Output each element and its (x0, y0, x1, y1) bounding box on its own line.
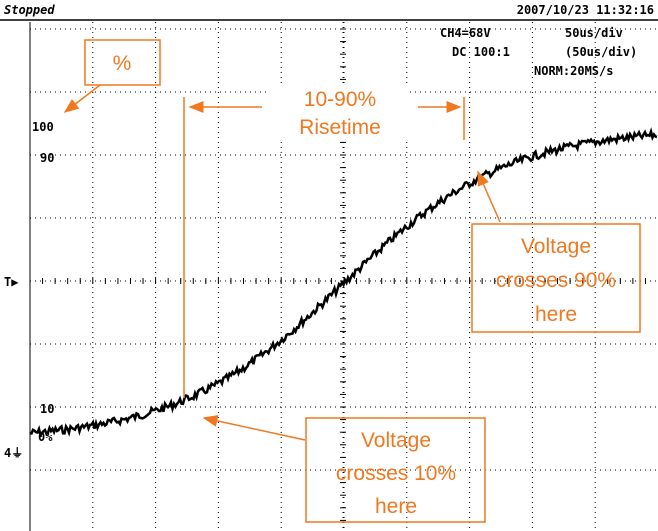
annotation-text: crosses 90% (496, 269, 616, 292)
background (0, 0, 658, 531)
annotation-text: here (375, 495, 417, 518)
coupling: DC 100:1 (452, 45, 510, 59)
ground-marker: 4⏚ (4, 446, 23, 460)
annotation-text: Voltage (361, 429, 431, 452)
mode: NORM:20MS/s (534, 64, 613, 78)
annotation-text: 10-90% (304, 88, 376, 111)
scope-screenshot: Stopped 2007/10/23 11:32:16 CH4=68V 50us… (0, 0, 658, 531)
timebase: 50us/div (565, 26, 623, 40)
trigger-marker: T▶ (4, 275, 19, 289)
timebase-alt: (50us/div) (565, 45, 637, 59)
annotation-text: % (113, 52, 132, 75)
channel: CH4=68V (440, 26, 491, 40)
timestamp: 2007/10/23 11:32:16 (517, 3, 654, 17)
scale-label: 90 (40, 151, 54, 165)
annotation-text: Risetime (299, 116, 381, 139)
annotation-text: crosses 10% (336, 462, 456, 485)
annotation-text: Voltage (521, 235, 591, 258)
status: Stopped (4, 3, 55, 17)
scale-label: 10 (40, 402, 54, 416)
scale-label: 100 (32, 120, 54, 134)
annotation-text: here (535, 303, 577, 326)
